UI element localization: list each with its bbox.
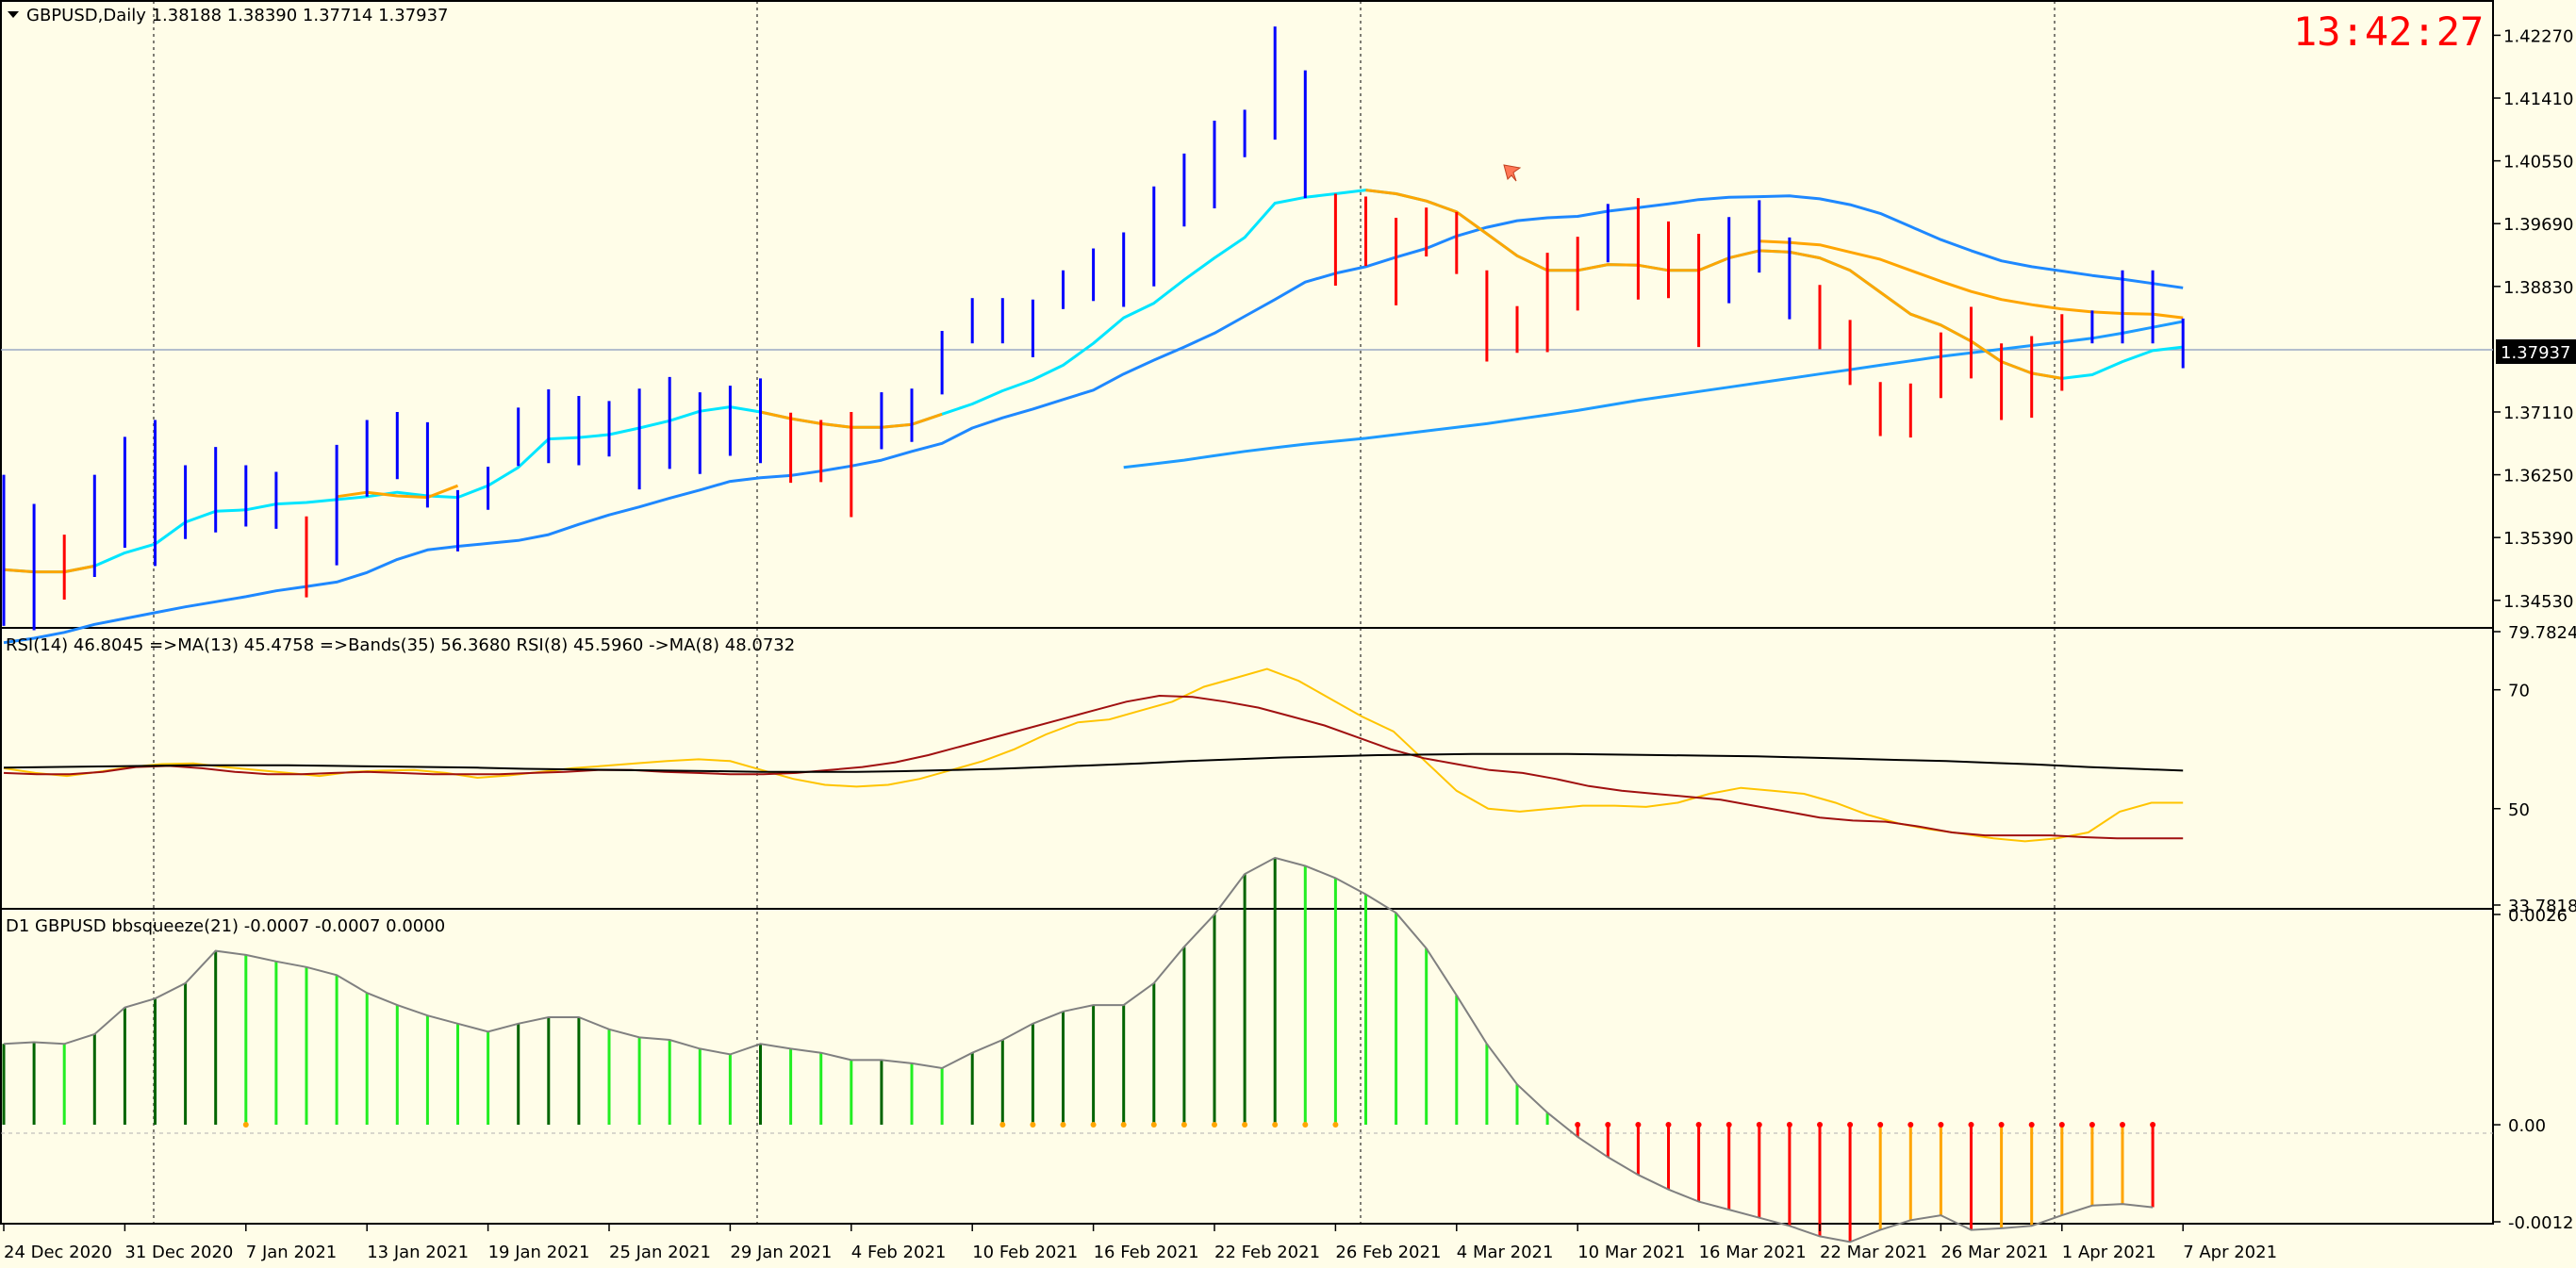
squeeze-dot: [999, 1122, 1006, 1128]
squeeze-dot: [1030, 1122, 1036, 1128]
date-tick-label: 7 Jan 2021: [246, 1243, 337, 1262]
squeeze-dot: [242, 1122, 249, 1128]
date-tick-label: 22 Feb 2021: [1214, 1243, 1320, 1262]
date-tick-label: 16 Feb 2021: [1094, 1243, 1199, 1262]
squeeze-dot: [1635, 1122, 1642, 1128]
squeeze-dot: [1695, 1122, 1702, 1128]
squeeze-header: D1 GBPUSD bbsqueeze(21) -0.0007 -0.0007 …: [6, 916, 445, 936]
squeeze-dot: [2089, 1122, 2095, 1128]
date-tick-label: 22 Mar 2021: [1820, 1243, 1927, 1262]
squeeze-dot: [1242, 1122, 1248, 1128]
squeeze-tick-label: 0.00: [2508, 1116, 2546, 1136]
date-axis: 24 Dec 2020 31 Dec 2020 7 Jan 2021 13 Jan 2…: [3, 1224, 2277, 1262]
squeeze-dot: [1968, 1122, 1974, 1128]
price-tick-label: 1.37110: [2503, 403, 2573, 423]
squeeze-dot: [1907, 1122, 1914, 1128]
bbsqueeze-panel[interactable]: [1, 856, 2493, 1243]
squeeze-dot: [1181, 1122, 1187, 1128]
squeeze-dot: [1756, 1122, 1762, 1128]
date-tick-label: 16 Mar 2021: [1699, 1243, 1807, 1262]
date-tick-label: 1 Apr 2021: [2062, 1243, 2156, 1262]
rsi-tick-label: 70: [2508, 682, 2530, 701]
squeeze-dot: [1786, 1122, 1792, 1128]
date-tick-label: 26 Feb 2021: [1335, 1243, 1441, 1262]
panel-frames: [0, 0, 2494, 1225]
date-tick-label: 10 Mar 2021: [1577, 1243, 1685, 1262]
ma-band-segment: [3, 564, 95, 574]
squeeze-dot: [1090, 1122, 1097, 1128]
price-tick-label: 1.40550: [2503, 153, 2573, 173]
price-tick-label: 1.38830: [2503, 278, 2573, 298]
squeeze-dot: [1938, 1122, 1944, 1128]
squeeze-dot: [2120, 1122, 2125, 1128]
squeeze-dot: [1605, 1122, 1611, 1128]
squeeze-dot: [1212, 1122, 1217, 1128]
squeeze-tick-label: -0.0012: [2508, 1213, 2573, 1233]
mouse-cursor-icon: [1503, 164, 1522, 182]
rsi-axis: 79.7824 70 50 33.7818: [2493, 623, 2576, 916]
price-tick-label: 1.35390: [2503, 529, 2573, 549]
price-tick-label: 1.36250: [2503, 467, 2573, 486]
price-tick-label: 1.42270: [2503, 26, 2573, 46]
rsi-bands-line: [3, 752, 2184, 773]
current-price-tag-bg: [2496, 339, 2576, 364]
date-tick-label: 7 Apr 2021: [2183, 1243, 2277, 1262]
price-tick-label: 1.41410: [2503, 90, 2573, 109]
rsi-panel[interactable]: [3, 667, 2184, 843]
squeeze-outline: [3, 856, 2154, 1243]
squeeze-dot: [1847, 1122, 1854, 1128]
squeeze-axis: 0.0026 0.00 -0.0012: [2493, 906, 2573, 1233]
date-tick-label: 4 Mar 2021: [1457, 1243, 1554, 1262]
current-price-tag: 1.37937: [2501, 343, 2570, 363]
date-tick-label: 19 Jan 2021: [488, 1243, 590, 1262]
ma-mid-line: [3, 194, 2184, 645]
squeeze-dot: [2028, 1122, 2035, 1128]
date-tick-label: 10 Feb 2021: [972, 1243, 1078, 1262]
price-panel[interactable]: [1, 26, 2493, 645]
rsi-tick-label: 33.7818: [2508, 897, 2576, 916]
squeeze-dot: [1998, 1122, 2005, 1128]
ma-band-segment: [336, 484, 459, 500]
squeeze-dot: [1150, 1122, 1157, 1128]
squeeze-dot: [1665, 1122, 1672, 1128]
ma-band-segment: [1365, 189, 2063, 380]
rsi-tick-label: 50: [2508, 800, 2530, 820]
squeeze-dot: [1272, 1122, 1279, 1128]
squeeze-dot: [1302, 1122, 1309, 1128]
price-tick-label: 1.39690: [2503, 215, 2573, 235]
squeeze-dot: [1877, 1122, 1884, 1128]
squeeze-dot: [1575, 1122, 1581, 1128]
ma-band-segment: [1759, 239, 2184, 320]
squeeze-dot: [1332, 1122, 1339, 1128]
date-tick-label: 26 Mar 2021: [1940, 1243, 2048, 1262]
server-clock: 13:42:27: [2293, 8, 2484, 55]
chart-menu-triangle-icon[interactable]: [8, 11, 19, 18]
squeeze-dot: [1060, 1122, 1066, 1128]
rsi-header: RSI(14) 46.8045 =>MA(13) 45.4758 =>Bands…: [6, 635, 795, 655]
date-tick-label: 31 Dec 2020: [124, 1243, 233, 1262]
squeeze-dot: [2058, 1122, 2065, 1128]
date-tick-label: 24 Dec 2020: [4, 1243, 112, 1262]
ma-slow-line: [1123, 320, 2184, 469]
date-tick-label: 13 Jan 2021: [367, 1243, 469, 1262]
squeeze-dot: [1726, 1122, 1732, 1128]
symbol-header: GBPUSD,Daily 1.38188 1.38390 1.37714 1.3…: [26, 6, 449, 25]
date-tick-label: 25 Jan 2021: [609, 1243, 711, 1262]
price-tick-label: 1.34530: [2503, 592, 2573, 612]
price-bars: [2, 26, 2185, 631]
squeeze-dot: [1120, 1122, 1127, 1128]
rsi-ma-line: [3, 694, 2184, 840]
date-tick-label: 29 Jan 2021: [730, 1243, 832, 1262]
squeeze-dot: [1817, 1122, 1823, 1128]
price-axis: 1.42270 1.41410 1.40550 1.39690 1.38830 1.371…: [2493, 26, 2573, 612]
date-tick-label: 4 Feb 2021: [851, 1243, 947, 1262]
squeeze-tick-label: 0.0026: [2508, 906, 2568, 926]
rsi-tick-label: 79.7824: [2508, 623, 2576, 643]
squeeze-dot: [2150, 1122, 2156, 1128]
